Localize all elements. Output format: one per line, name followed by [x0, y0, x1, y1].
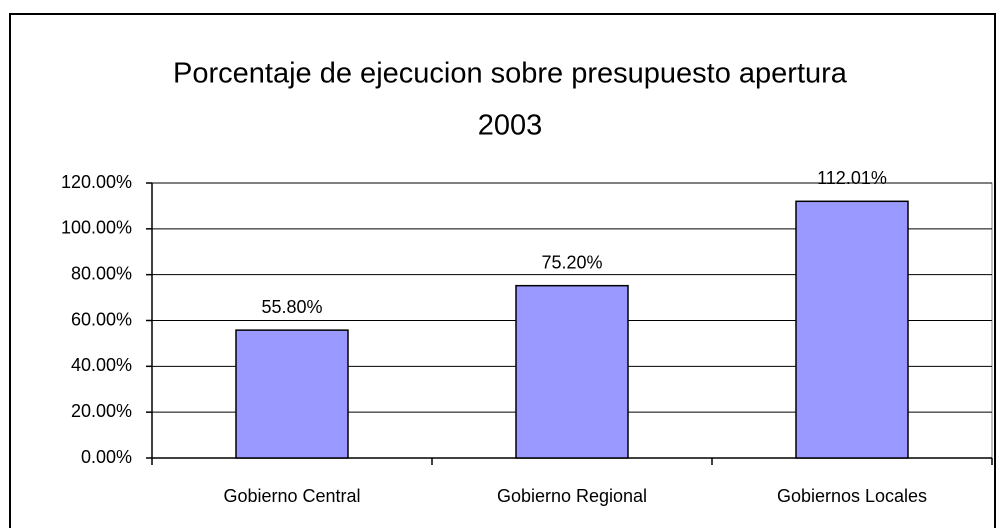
y-tick-label: 60.00%: [71, 309, 132, 329]
x-tick-label: Gobierno Central: [223, 486, 360, 506]
x-tick-label: Gobiernos Locales: [777, 486, 927, 506]
chart-title: Porcentaje de ejecucion sobre presupuest…: [173, 58, 848, 90]
y-tick-label: 100.00%: [61, 218, 132, 238]
y-tick-label: 80.00%: [71, 263, 132, 283]
value-label: 75.20%: [541, 252, 602, 272]
bar: [235, 329, 349, 459]
y-tick-label: 120.00%: [61, 172, 132, 192]
y-tick-label: 40.00%: [71, 355, 132, 375]
x-tick-label: Gobierno Regional: [497, 486, 647, 506]
y-tick-label: 0.00%: [81, 447, 132, 467]
value-label: 112.01%: [817, 168, 887, 188]
y-tick-label: 20.00%: [71, 401, 132, 421]
value-label: 55.80%: [261, 297, 322, 317]
bar: [515, 284, 629, 459]
bar: [795, 200, 909, 459]
chart-title: 2003: [478, 110, 543, 142]
